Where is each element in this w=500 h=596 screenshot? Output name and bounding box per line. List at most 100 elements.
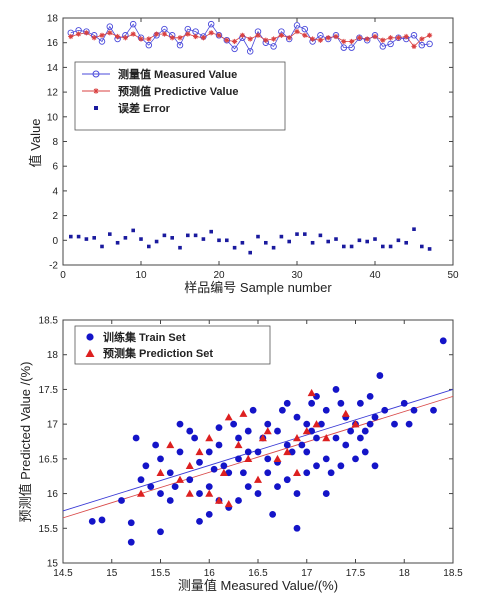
train-point bbox=[298, 441, 306, 449]
measured-point bbox=[270, 43, 277, 50]
prediction-point bbox=[219, 468, 228, 476]
measured-point bbox=[145, 41, 153, 49]
measured-point bbox=[387, 40, 394, 48]
error-point bbox=[162, 233, 167, 238]
y-tick-label: 15 bbox=[47, 559, 59, 570]
y-tick-label: 16.5 bbox=[39, 454, 59, 465]
y-tick-label: 12 bbox=[47, 88, 59, 99]
train-point bbox=[293, 490, 301, 497]
predictive-point bbox=[122, 35, 128, 41]
predictive-point bbox=[341, 38, 347, 45]
error-point bbox=[357, 238, 362, 243]
error-point bbox=[201, 237, 206, 241]
train-point bbox=[157, 455, 164, 463]
x-tick-label: 15.5 bbox=[151, 568, 171, 579]
predictive-point bbox=[411, 43, 417, 50]
train-point bbox=[332, 434, 340, 442]
predictive-point bbox=[364, 36, 370, 42]
train-point bbox=[186, 476, 194, 484]
y-tick-label: 8 bbox=[52, 137, 58, 148]
train-point bbox=[322, 455, 330, 463]
predictive-point bbox=[388, 35, 394, 41]
error-point bbox=[381, 244, 385, 249]
predictive-point bbox=[169, 35, 175, 41]
prediction-point bbox=[322, 434, 331, 442]
error-point bbox=[303, 232, 307, 236]
legend-2: 训练集 Train Set 预测集 Prediction Set bbox=[74, 325, 271, 365]
predictive-point bbox=[372, 33, 378, 40]
prediction-point bbox=[137, 489, 145, 497]
prediction-point bbox=[215, 496, 223, 504]
train-point bbox=[327, 469, 335, 477]
predictive-point bbox=[356, 35, 362, 41]
predictive-point bbox=[403, 33, 409, 40]
train-point bbox=[235, 434, 242, 442]
measured-point bbox=[410, 32, 418, 39]
error-point bbox=[170, 236, 174, 240]
prediction-point bbox=[258, 434, 267, 442]
train-point bbox=[249, 406, 257, 414]
train-point bbox=[176, 420, 184, 428]
predictive-point bbox=[107, 30, 113, 36]
x-tick-label: 15 bbox=[106, 568, 118, 579]
train-point bbox=[352, 455, 359, 463]
x-tick-label: 40 bbox=[369, 270, 381, 281]
x-tick-label: 17 bbox=[301, 568, 313, 579]
prediction-point bbox=[224, 499, 233, 508]
train-point bbox=[303, 420, 311, 428]
train-point bbox=[288, 448, 296, 456]
train-point bbox=[439, 337, 447, 345]
prediction-point bbox=[307, 388, 316, 397]
prediction-point bbox=[205, 489, 214, 497]
predictive-point bbox=[427, 32, 433, 38]
measured-point bbox=[293, 22, 301, 29]
y-axis-ticks-2: 15 15.5 16 16.5 17 17.5 18 18.5 bbox=[39, 316, 453, 570]
train-point bbox=[322, 490, 330, 497]
error-point bbox=[115, 240, 120, 245]
train-point bbox=[147, 483, 155, 491]
y-tick-label: -2 bbox=[49, 261, 58, 272]
prediction-point bbox=[176, 475, 184, 483]
train-point bbox=[220, 462, 228, 470]
error-point bbox=[287, 239, 291, 244]
error-point bbox=[240, 240, 245, 245]
prediction-point bbox=[239, 409, 248, 417]
predictive-point bbox=[177, 35, 183, 41]
train-point bbox=[313, 434, 320, 442]
train-point bbox=[235, 497, 242, 504]
predictive-point bbox=[232, 38, 238, 45]
predictive-point bbox=[185, 31, 191, 37]
train-point bbox=[98, 516, 106, 524]
train-point bbox=[235, 455, 242, 463]
legend-box-1 bbox=[74, 61, 286, 131]
train-point bbox=[322, 406, 330, 414]
x-tick-label: 20 bbox=[213, 270, 225, 281]
legend-1: 测量值 Measured Value 预测值 Predictive Value … bbox=[74, 61, 286, 131]
predictive-point bbox=[255, 32, 261, 38]
x-axis-ticks-1: 0 10 20 30 40 50 bbox=[60, 18, 459, 281]
train-point bbox=[366, 392, 374, 400]
train-point bbox=[317, 420, 325, 428]
error-point bbox=[154, 239, 159, 244]
x-tick-label: 16.5 bbox=[248, 568, 268, 579]
train-point bbox=[254, 490, 262, 497]
train-point bbox=[361, 427, 369, 435]
train-point bbox=[215, 441, 223, 449]
y-tick-label: 6 bbox=[52, 162, 58, 173]
measured-point bbox=[301, 25, 309, 33]
train-point bbox=[88, 517, 96, 525]
error-point bbox=[100, 244, 104, 249]
error-point bbox=[217, 238, 221, 243]
prediction-point bbox=[156, 468, 165, 476]
train-point bbox=[347, 427, 355, 435]
legend-marker-error bbox=[94, 106, 98, 110]
prediction-point bbox=[195, 447, 204, 456]
x-tick-label: 16 bbox=[204, 568, 216, 579]
predictive-point bbox=[224, 37, 230, 43]
train-point bbox=[132, 434, 140, 442]
train-point bbox=[337, 462, 345, 470]
train-point bbox=[356, 399, 364, 407]
train-point bbox=[274, 427, 281, 435]
train-point bbox=[293, 413, 301, 421]
